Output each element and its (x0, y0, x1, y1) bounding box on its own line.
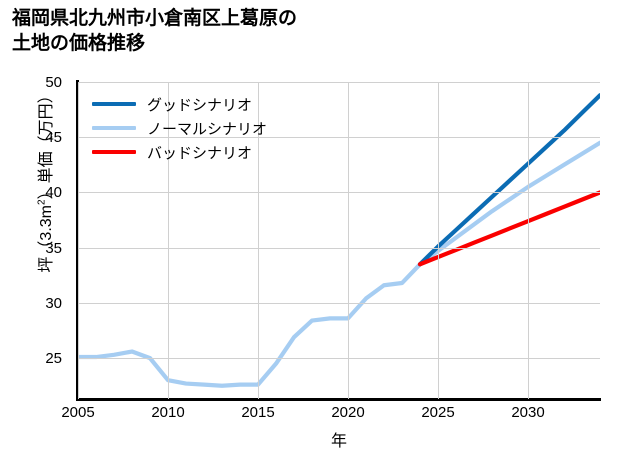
x-tick-label: 2025 (421, 404, 455, 421)
y-tick-label: 45 (45, 129, 62, 147)
legend-swatch-bad-icon (92, 150, 136, 154)
x-axis-title: 年 (330, 433, 347, 450)
x-tick-label: 2010 (151, 404, 185, 421)
y-tick-label: 25 (45, 350, 62, 368)
gridline-horizontal (78, 192, 600, 194)
gridline-vertical (168, 82, 169, 399)
gridline-horizontal (78, 82, 600, 83)
gridline-horizontal (78, 302, 600, 304)
legend-item-normal: ノーマルシナリオ (92, 116, 267, 140)
x-tick-label: 2020 (331, 404, 365, 421)
legend-label-good: グッドシナリオ (147, 96, 253, 114)
x-axis-spine (76, 398, 601, 401)
data-series-layer (78, 93, 600, 388)
gridline-vertical (528, 82, 529, 399)
gridline-vertical (438, 82, 439, 399)
gridline-vertical (258, 82, 259, 399)
legend-swatch-good-icon (92, 102, 136, 106)
x-axis-tick-labels: 2005 2010 2015 2020 2025 2030 (61, 404, 600, 426)
y-axis-tick-labels: 50 45 40 35 30 25 (0, 75, 70, 399)
legend-label-bad: バッドシナリオ (147, 144, 253, 162)
gridline-horizontal (78, 137, 600, 139)
x-tick-label: 2005 (61, 404, 95, 421)
gridline-vertical (78, 82, 79, 399)
x-tick-label: 2030 (511, 404, 545, 421)
y-tick-label: 40 (45, 184, 62, 202)
plot-area (76, 80, 601, 401)
legend-item-good: グッドシナリオ (92, 92, 267, 116)
x-tick-label: 2015 (241, 404, 275, 421)
gridline-vertical (348, 82, 349, 399)
gridline-horizontal (78, 247, 600, 249)
y-tick-label: 30 (45, 294, 62, 312)
chart-legend: グッドシナリオ ノーマルシナリオ バッドシナリオ (88, 88, 275, 168)
y-tick-label: 35 (45, 239, 62, 257)
series-line (78, 140, 600, 388)
series-line (417, 93, 600, 267)
legend-item-bad: バッドシナリオ (92, 140, 267, 164)
y-tick-label: 50 (45, 74, 62, 91)
series-line (417, 190, 600, 267)
chart-title: 福岡県北九州市小倉南区上葛原の 土地の価格推移 (12, 8, 298, 55)
legend-label-normal: ノーマルシナリオ (147, 120, 268, 138)
legend-swatch-normal-icon (92, 126, 136, 130)
y-axis-spine (76, 80, 79, 401)
gridline-horizontal (78, 358, 600, 360)
